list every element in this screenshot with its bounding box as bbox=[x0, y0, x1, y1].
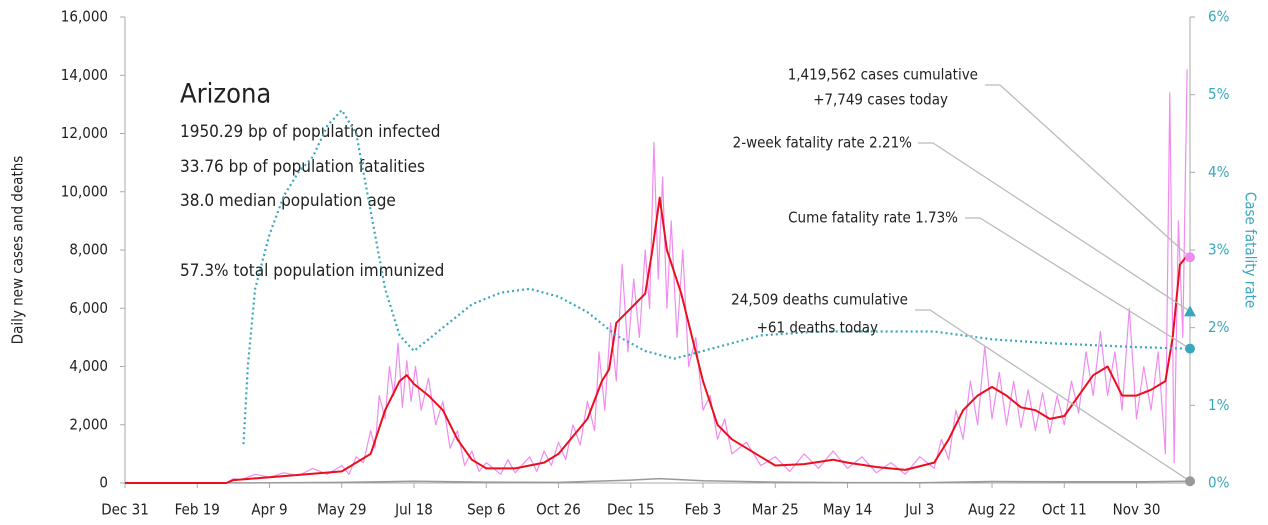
y2-tick-label: 5% bbox=[1208, 85, 1230, 103]
marker bbox=[1184, 305, 1196, 317]
y-tick-label: 6,000 bbox=[69, 299, 108, 317]
y-tick-label: 10,000 bbox=[61, 182, 108, 200]
x-tick-label: Feb 19 bbox=[175, 501, 220, 519]
annotation-text: +7,749 cases today bbox=[813, 91, 948, 109]
series-line bbox=[125, 69, 1188, 484]
annotation-text: 2-week fatality rate 2.21% bbox=[733, 134, 913, 152]
x-tick-label: Oct 26 bbox=[536, 501, 581, 519]
marker bbox=[1185, 343, 1195, 354]
x-tick-label: Dec 31 bbox=[101, 501, 149, 519]
x-tick-label: Apr 9 bbox=[251, 501, 287, 519]
info-line: 1950.29 bp of population infected bbox=[180, 122, 440, 142]
annotation-text: 1,419,562 cases cumulative bbox=[788, 66, 978, 84]
y-tick-label: 12,000 bbox=[61, 124, 108, 142]
marker bbox=[1185, 476, 1195, 487]
x-tick-label: Nov 30 bbox=[1113, 501, 1161, 519]
leader-line bbox=[915, 309, 1191, 482]
y2-tick-label: 4% bbox=[1208, 163, 1230, 181]
annotation-text: Cume fatality rate 1.73% bbox=[788, 209, 958, 227]
y2-tick-label: 3% bbox=[1208, 241, 1230, 259]
x-tick-label: Mar 25 bbox=[752, 501, 799, 519]
y-tick-label: 14,000 bbox=[61, 66, 108, 84]
y-axis-label: Daily new cases and deaths bbox=[9, 156, 27, 345]
y-tick-label: 4,000 bbox=[69, 357, 108, 375]
x-tick-label: May 29 bbox=[317, 501, 366, 519]
y2-tick-label: 6% bbox=[1208, 8, 1230, 26]
y-tick-label: 8,000 bbox=[69, 241, 108, 259]
y2-axis-label: Case fatality rate bbox=[1242, 192, 1260, 308]
x-tick-label: May 14 bbox=[823, 501, 872, 519]
y2-tick-label: 1% bbox=[1208, 396, 1230, 414]
info-line: 57.3% total population immunized bbox=[180, 261, 444, 281]
leader-line bbox=[965, 217, 1191, 350]
y2-tick-label: 0% bbox=[1208, 474, 1230, 492]
leader-line bbox=[985, 84, 1191, 258]
x-tick-label: Feb 3 bbox=[685, 501, 722, 519]
leader-line bbox=[918, 142, 1191, 312]
annotation-text: +61 deaths today bbox=[757, 319, 878, 337]
y2-tick-label: 2% bbox=[1208, 318, 1230, 336]
x-tick-label: Sep 6 bbox=[467, 501, 505, 519]
y-tick-label: 0 bbox=[99, 474, 108, 492]
x-tick-label: Aug 22 bbox=[968, 501, 1016, 519]
x-tick-label: Oct 11 bbox=[1042, 501, 1087, 519]
x-tick-label: Jul 18 bbox=[394, 501, 433, 519]
x-tick-label: Jul 3 bbox=[904, 501, 934, 519]
x-tick-label: Dec 15 bbox=[607, 501, 655, 519]
y-tick-label: 16,000 bbox=[61, 8, 108, 26]
series-line bbox=[125, 196, 1188, 484]
y-tick-label: 2,000 bbox=[69, 415, 108, 433]
info-title: Arizona bbox=[180, 79, 271, 110]
info-line: 33.76 bp of population fatalities bbox=[180, 157, 425, 177]
info-line: 38.0 median population age bbox=[180, 191, 396, 211]
series-line bbox=[124, 477, 1188, 484]
marker bbox=[1185, 252, 1195, 263]
annotation-text: 24,509 deaths cumulative bbox=[731, 291, 908, 309]
